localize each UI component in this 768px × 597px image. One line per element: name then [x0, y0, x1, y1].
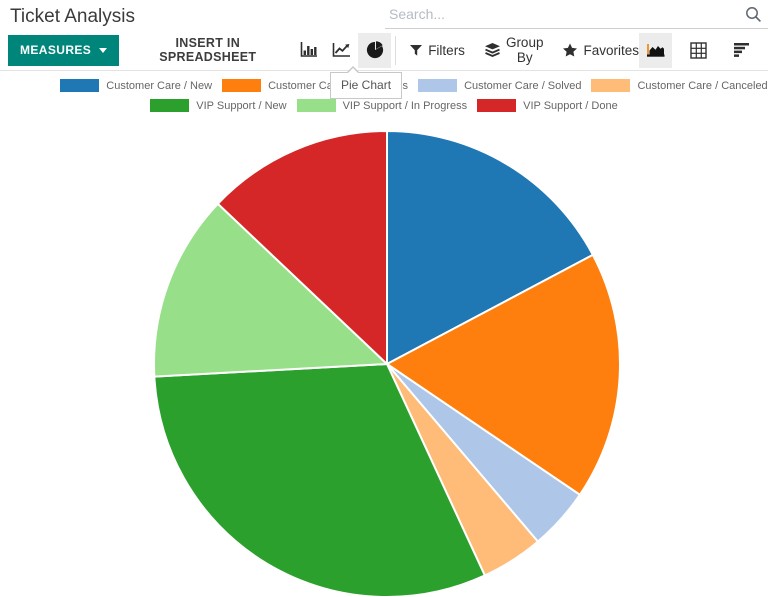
- group-by-button[interactable]: Group By: [484, 35, 544, 65]
- search-icon[interactable]: [745, 6, 762, 23]
- pie-chart-icon: [366, 41, 384, 59]
- toolbar-divider: [395, 35, 397, 65]
- legend-label: Customer Care / Canceled: [637, 79, 768, 92]
- page-title: Ticket Analysis: [10, 6, 135, 27]
- legend-swatch: [477, 99, 517, 112]
- favorites-button[interactable]: Favorites: [563, 43, 639, 58]
- legend-label: VIP Support / Done: [523, 99, 618, 112]
- control-toolbar: MEASURES INSERT IN SPREADSHEET: [0, 30, 768, 71]
- legend-label: Customer Care / Solved: [464, 79, 582, 92]
- search-input[interactable]: [389, 6, 745, 22]
- legend-item[interactable]: Customer Care / Canceled: [591, 79, 768, 92]
- measures-button[interactable]: MEASURES: [8, 34, 120, 66]
- pie-slice[interactable]: [386, 129, 595, 366]
- pie-chart-button[interactable]: [358, 32, 392, 68]
- filter-funnel-icon: [410, 44, 423, 56]
- pie-slice[interactable]: [153, 362, 487, 597]
- legend-swatch: [418, 79, 458, 92]
- measures-label: MEASURES: [20, 43, 92, 57]
- legend-swatch: [591, 79, 631, 92]
- insert-in-spreadsheet-button[interactable]: INSERT IN SPREADSHEET: [137, 36, 278, 64]
- line-chart-button[interactable]: [325, 33, 358, 68]
- search-facets: Filters Group By Favorites: [410, 35, 639, 65]
- pie-chart-svg: [152, 129, 622, 597]
- legend-label: VIP Support / In Progress: [342, 99, 468, 112]
- bar-chart-button[interactable]: [292, 33, 325, 68]
- line-chart-icon: [332, 42, 351, 58]
- favorites-label: Favorites: [583, 42, 639, 58]
- star-icon: [563, 43, 578, 57]
- filters-label: Filters: [428, 42, 465, 58]
- pie-slice[interactable]: [385, 253, 622, 497]
- legend-row-2: VIP Support / New VIP Support / In Progre…: [0, 99, 768, 112]
- pie-chart-tooltip: Pie Chart: [330, 66, 403, 99]
- cohort-view-button[interactable]: [725, 33, 758, 68]
- pie-slice[interactable]: [152, 202, 390, 378]
- legend-item[interactable]: VIP Support / Done: [477, 99, 618, 112]
- search-box: [385, 0, 768, 29]
- layers-icon: [484, 43, 500, 57]
- graph-view-button[interactable]: [639, 32, 672, 68]
- legend-item[interactable]: Customer Care / New: [60, 79, 212, 92]
- tooltip-caret-icon: [346, 66, 360, 74]
- legend-item[interactable]: Customer Care / Solved: [418, 79, 581, 92]
- legend-item[interactable]: VIP Support / In Progress: [296, 99, 468, 112]
- legend-swatch: [296, 99, 336, 112]
- chevron-down-icon: [99, 47, 108, 53]
- view-switcher: [639, 32, 758, 68]
- top-bar: Ticket Analysis: [0, 0, 768, 30]
- pie-slice[interactable]: [216, 129, 388, 367]
- legend-item[interactable]: VIP Support / New: [150, 99, 287, 112]
- pie-chart: [147, 124, 627, 597]
- chart-type-switcher: [292, 32, 392, 68]
- legend-label: VIP Support / New: [196, 99, 287, 112]
- tooltip-text: Pie Chart: [341, 78, 392, 92]
- cohort-bars-icon: [733, 43, 750, 57]
- legend-swatch: [222, 79, 262, 92]
- legend-swatch: [150, 99, 190, 112]
- group-by-label: Group By: [505, 35, 544, 65]
- pivot-table-icon: [690, 41, 707, 59]
- area-chart-icon: [646, 42, 666, 58]
- legend-label: Customer Care / New: [106, 79, 213, 92]
- bar-chart-icon: [300, 42, 318, 58]
- legend-swatch: [60, 79, 100, 92]
- pivot-view-button[interactable]: [682, 33, 715, 68]
- filters-button[interactable]: Filters: [410, 43, 465, 58]
